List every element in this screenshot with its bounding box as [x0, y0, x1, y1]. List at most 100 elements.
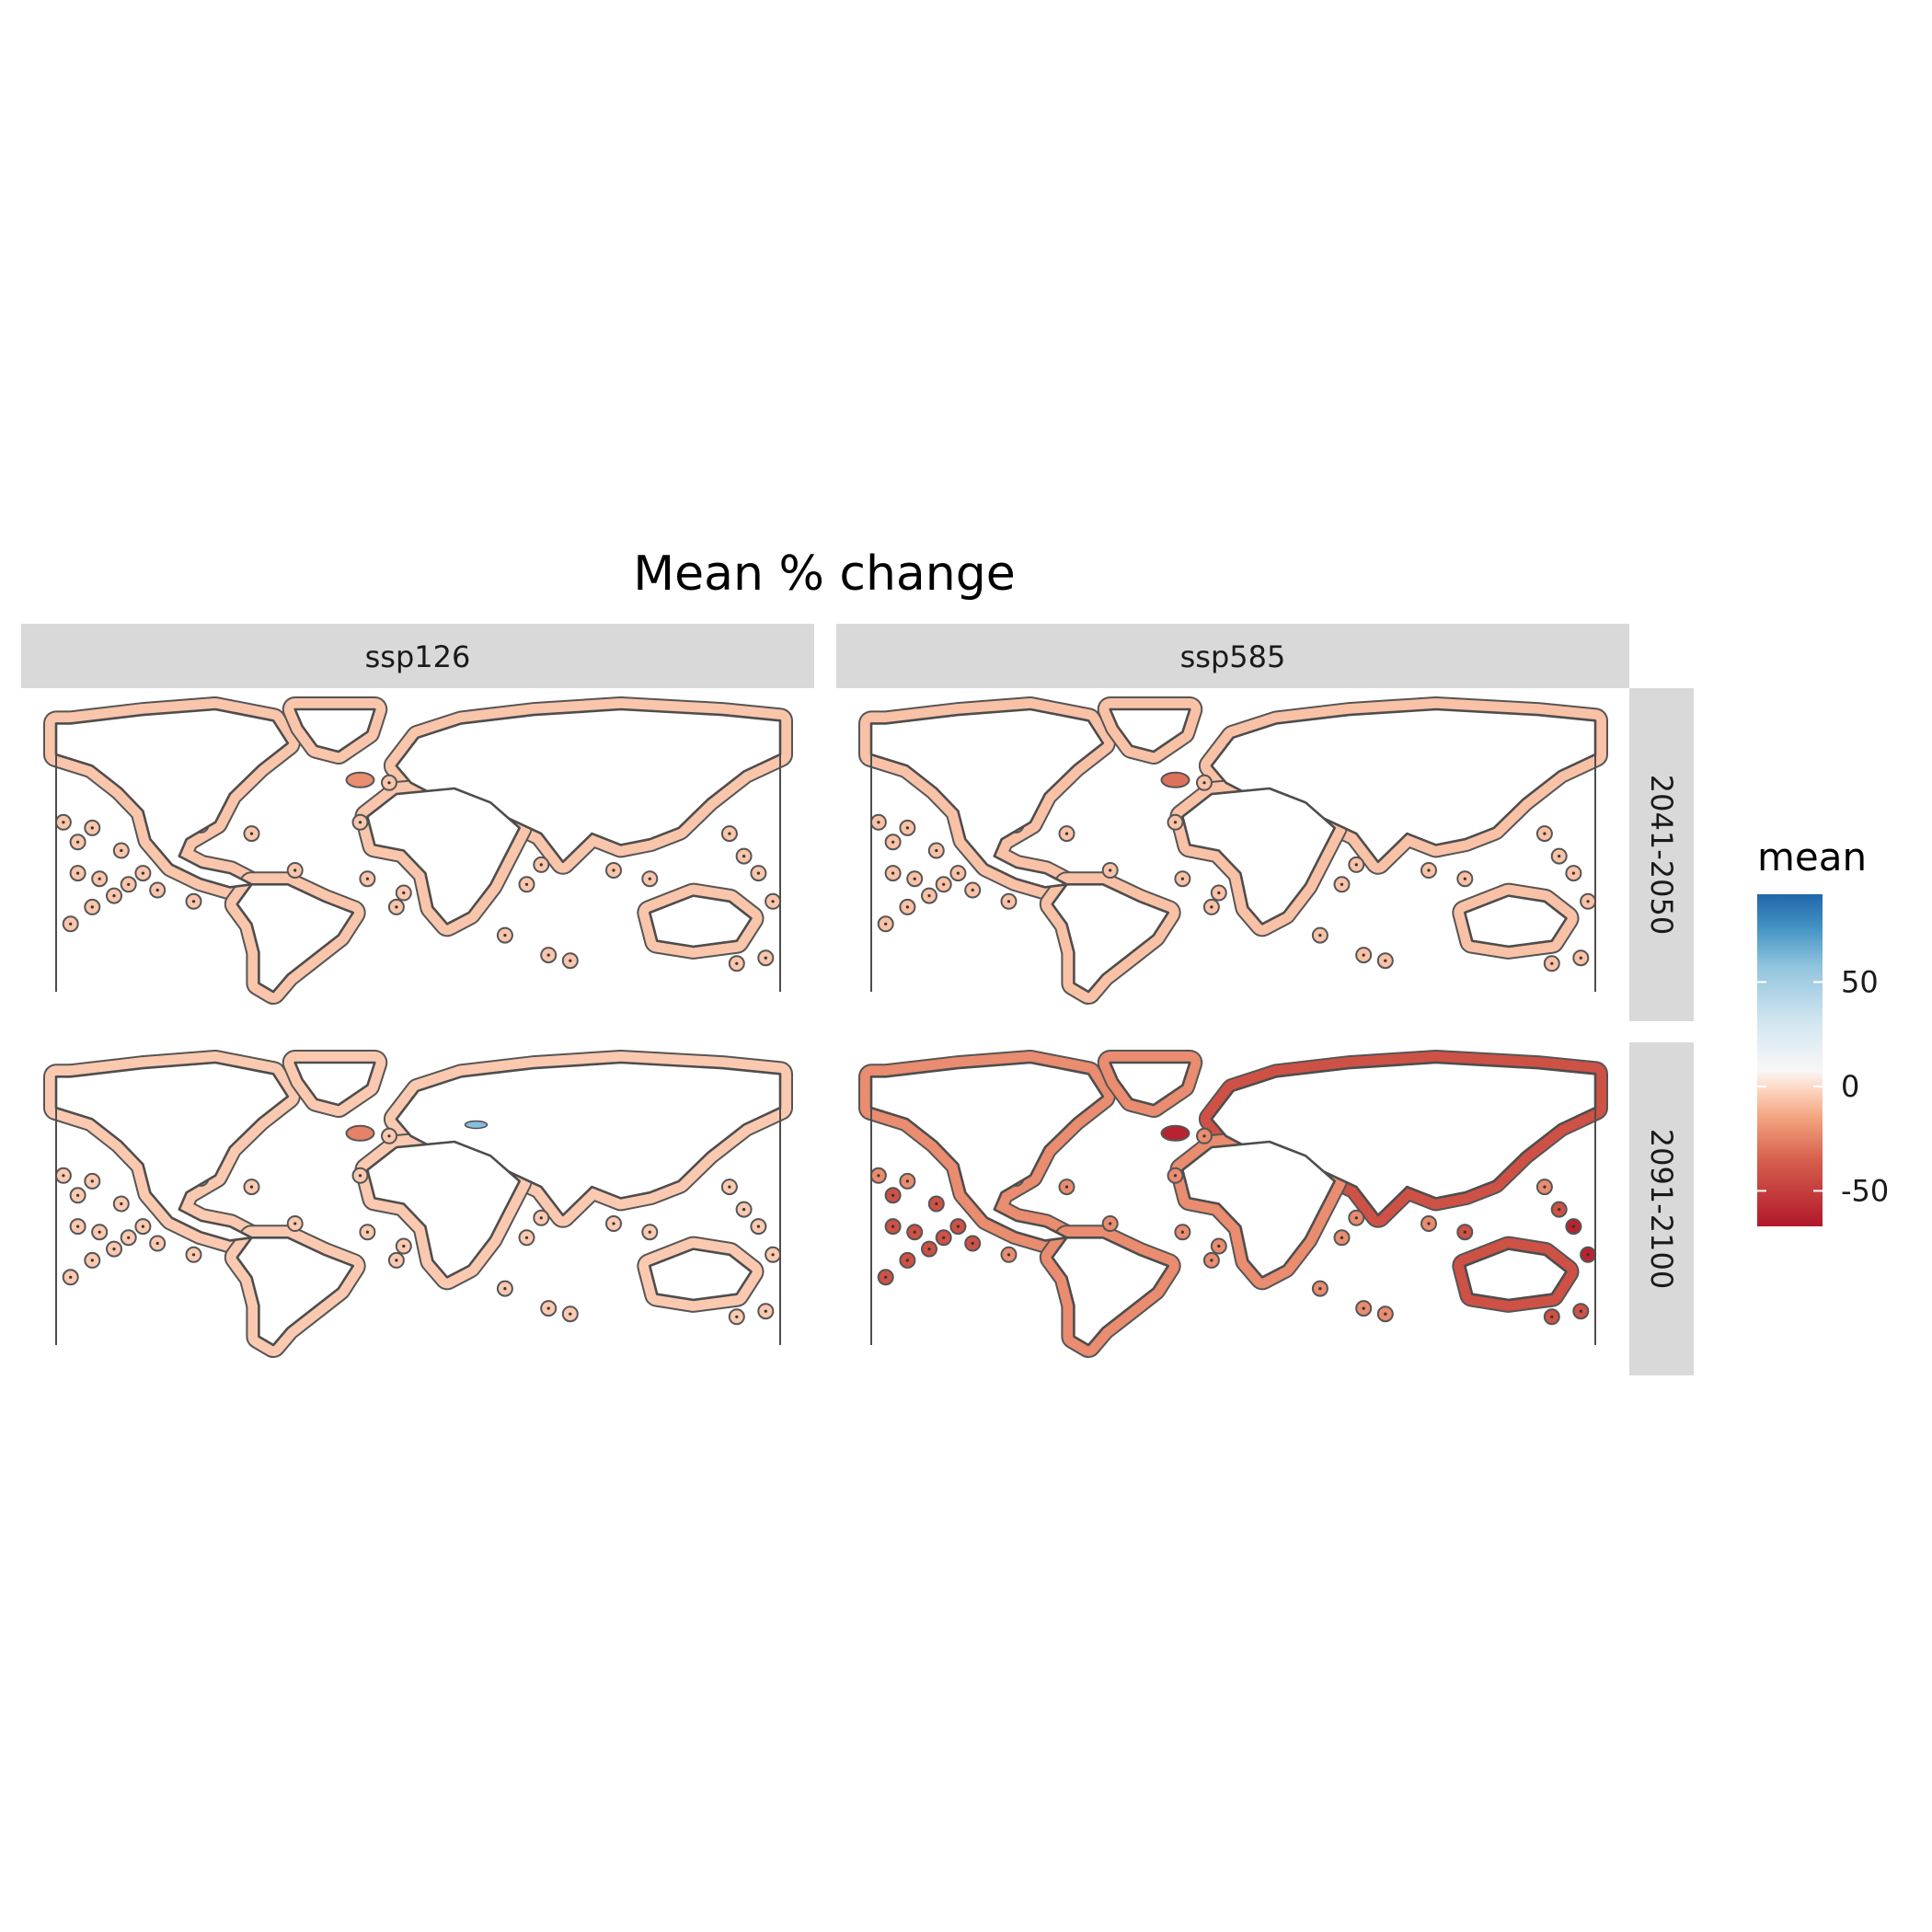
island-marker [1210, 905, 1213, 909]
island-marker [127, 882, 131, 886]
land-southAmerica [236, 1236, 355, 1347]
island-marker [612, 1222, 615, 1225]
island-marker [742, 1208, 746, 1212]
land-africa [1181, 787, 1336, 926]
island-marker [1463, 877, 1466, 880]
island-marker [120, 1202, 123, 1206]
island-marker [90, 826, 94, 830]
island-marker [942, 1236, 946, 1239]
island-eez [54, 741, 782, 972]
island-marker [1463, 1230, 1466, 1234]
island-marker [1362, 1306, 1365, 1310]
island-marker [891, 1225, 895, 1228]
island-marker [1543, 1185, 1547, 1189]
island-marker [1064, 832, 1069, 835]
column-label-ssp126: ssp126 [365, 639, 471, 674]
land-southAmerica [236, 882, 355, 994]
island-marker [1109, 1222, 1112, 1225]
chart-title: Mean % change [633, 546, 1016, 602]
island-marker [648, 1230, 651, 1234]
map-panel-ssp126-2041-2050 [43, 696, 793, 1005]
island-marker [569, 1312, 572, 1316]
island-marker [569, 959, 572, 962]
legend-title: mean [1757, 834, 1867, 880]
land-australia [1464, 894, 1568, 949]
island-marker [98, 877, 101, 880]
island-marker [1558, 1208, 1561, 1212]
land-greenland [293, 1061, 376, 1107]
island-marker [913, 877, 916, 880]
land-southAmerica [1051, 882, 1169, 994]
island-marker [891, 1193, 895, 1197]
island-marker [884, 1275, 888, 1279]
row-label-2091-2100: 2091-2100 [1644, 1129, 1679, 1289]
map-panel-ssp585-2041-2050 [858, 696, 1608, 1005]
island-marker [1180, 877, 1184, 880]
island-marker [1354, 863, 1358, 867]
island-marker [1571, 1225, 1575, 1228]
island-marker [1586, 1253, 1590, 1257]
island-marker [905, 1179, 910, 1183]
island-marker [76, 1225, 80, 1228]
column-strip-ssp585 [836, 624, 1629, 688]
island-marker [358, 821, 362, 824]
island-marker [62, 821, 65, 824]
island-marker [1180, 1230, 1184, 1234]
island-marker [1340, 882, 1344, 886]
island-marker [756, 871, 761, 875]
island-marker [884, 922, 888, 926]
island-marker [524, 882, 529, 886]
atlantic-hotspot [1160, 771, 1190, 788]
island-marker [1384, 959, 1387, 962]
island-marker [1579, 956, 1582, 960]
island-marker [971, 1241, 974, 1246]
island-marker [127, 1236, 131, 1239]
land-greenland [293, 707, 376, 753]
island-marker [191, 1253, 196, 1257]
island-marker [1427, 1222, 1431, 1225]
island-marker [927, 1248, 931, 1251]
island-marker [612, 868, 615, 872]
island-marker [956, 871, 960, 875]
island-marker [877, 821, 880, 824]
island-marker [1384, 1312, 1387, 1316]
island-marker [90, 905, 94, 909]
island-marker [358, 1174, 362, 1178]
island-marker [1006, 900, 1011, 903]
island-marker [735, 1315, 739, 1318]
island-marker [1006, 1253, 1011, 1257]
island-marker [365, 877, 369, 880]
land-masses [869, 707, 1597, 994]
island-marker [120, 848, 123, 853]
island-marker [1210, 1259, 1213, 1262]
island-marker [1173, 1174, 1178, 1178]
island-marker [155, 888, 159, 892]
island-marker [905, 905, 910, 909]
island-marker [1550, 1315, 1554, 1318]
island-marker [141, 1225, 144, 1228]
atlantic-hotspot [345, 771, 375, 788]
island-marker [69, 922, 73, 926]
island-marker [249, 832, 254, 835]
island-marker [764, 956, 767, 960]
island-marker [112, 1248, 116, 1251]
island-marker [293, 868, 297, 872]
legend-colorbar [1757, 894, 1823, 1226]
island-marker [1543, 832, 1547, 835]
island-marker [913, 1230, 916, 1234]
column-strip-ssp126 [21, 624, 814, 688]
island-marker [1202, 781, 1206, 785]
land-australia [1464, 1248, 1568, 1302]
island-marker [90, 1259, 94, 1262]
land-australia [648, 894, 753, 949]
island-marker [1354, 1216, 1358, 1220]
island-marker [524, 1236, 529, 1239]
island-marker [728, 1185, 731, 1189]
island-marker [1173, 821, 1178, 824]
island-marker [402, 1244, 406, 1248]
land-northAmerica [54, 1061, 290, 1242]
land-masses [54, 1061, 782, 1347]
legend-tick-label: -50 [1841, 1173, 1889, 1208]
island-marker [1550, 961, 1554, 965]
row-strip-2091-2100 [1629, 1042, 1694, 1375]
